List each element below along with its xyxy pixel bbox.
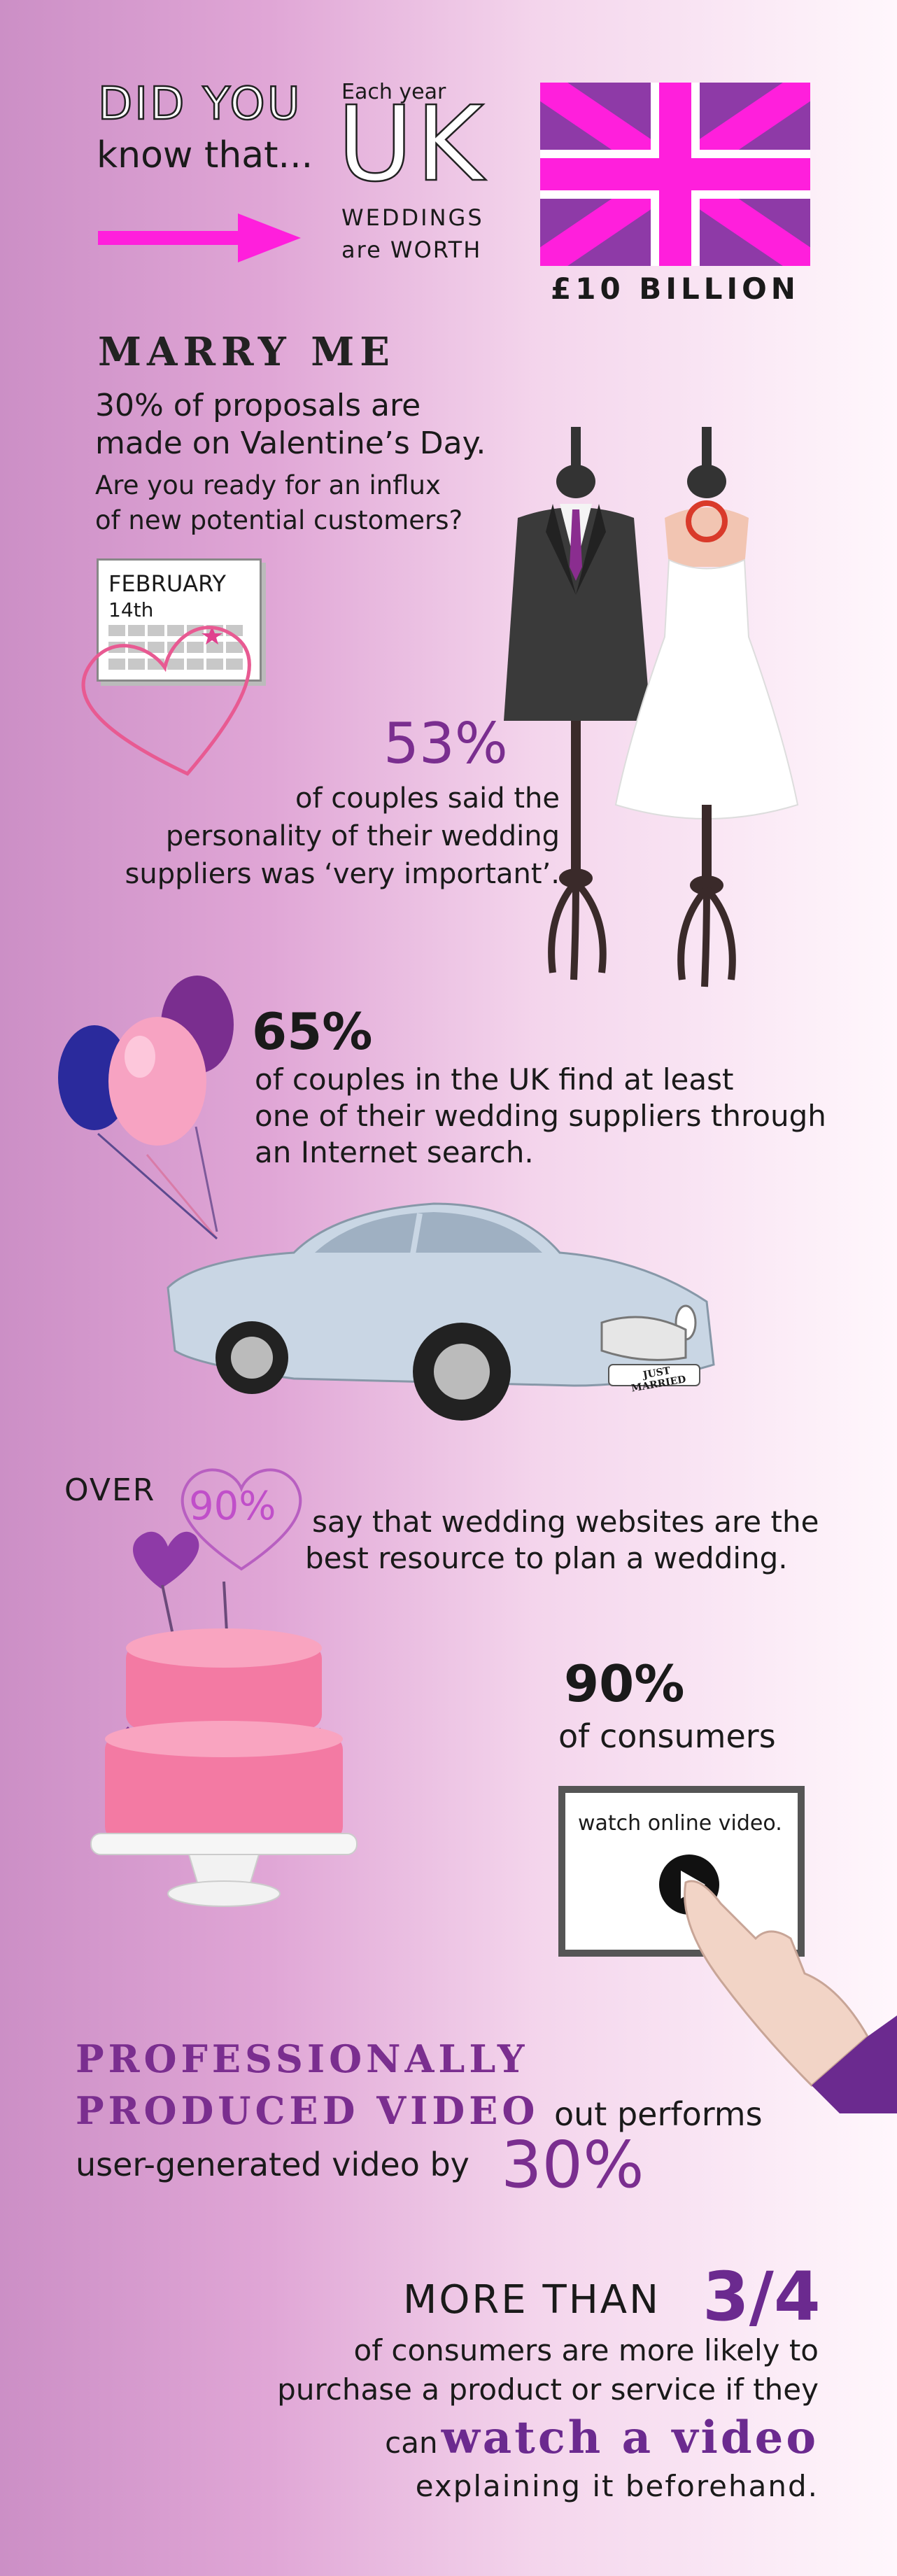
- consumers-90-line-1: of consumers: [558, 1717, 776, 1755]
- wedding-car-illustration: [167, 1202, 715, 1421]
- three-quarters-line-2: purchase a product or service if they: [277, 2372, 819, 2407]
- heart-outline-90-icon: [181, 1468, 302, 1571]
- stat-53-line-3: suppliers was ‘very important’.: [125, 858, 560, 890]
- union-jack-flag: [540, 83, 810, 266]
- influx-line-1: Are you ready for an influx: [95, 470, 441, 500]
- know-that-text: know that...: [97, 134, 313, 176]
- are-worth-text: are WORTH: [341, 237, 482, 263]
- user-generated-text: user-generated video by: [76, 2146, 469, 2183]
- consumers-90-value: 90%: [564, 1654, 685, 1713]
- wedding-cake-illustration: [90, 1531, 358, 1907]
- heart-outline-icon: [81, 626, 251, 776]
- calendar-icon: FEBRUARY 14th: [97, 558, 262, 682]
- over-text: OVER: [64, 1472, 156, 1508]
- right-arrow-icon: [98, 213, 301, 262]
- out-performs-text: out performs: [554, 2095, 763, 2133]
- three-quarters-line-3: can watch a video: [140, 2412, 819, 2464]
- three-quarters-line-1: of consumers are more likely to: [353, 2333, 819, 2367]
- professionally-heading: PROFESSIONALLY: [76, 2036, 529, 2081]
- marry-me-heading: MARRY ME: [98, 329, 395, 375]
- produced-video-heading: PRODUCED VIDEO: [76, 2088, 539, 2133]
- over-90-line-2: best resource to plan a wedding.: [305, 1541, 788, 1575]
- ten-billion-text: £10 BILLION: [551, 272, 800, 306]
- calendar-day: 14th: [108, 598, 154, 621]
- mannequins-illustration: [504, 427, 799, 987]
- each-year-text: Each year: [341, 80, 446, 104]
- proposals-line-2: made on Valentine’s Day.: [95, 425, 486, 461]
- video-30-value: 30%: [501, 2127, 644, 2202]
- pointing-hand-illustration: [684, 1880, 897, 2113]
- watch-a-video-text: watch a video: [441, 2412, 819, 2464]
- over-90-line-1: say that wedding websites are the: [312, 1505, 819, 1539]
- over-90-value: 90%: [189, 1484, 276, 1529]
- calendar-month: FEBRUARY: [108, 570, 226, 597]
- stat-65-value: 65%: [252, 1002, 373, 1061]
- stat-65-line-1: of couples in the UK find at least: [255, 1062, 734, 1097]
- video-screen: watch online video.: [558, 1786, 805, 1957]
- stat-53-line-2: personality of their wedding: [165, 820, 560, 852]
- can-text: can: [385, 2426, 438, 2460]
- stat-65-line-2: one of their wedding suppliers through: [255, 1099, 826, 1133]
- balloons-illustration: [58, 976, 234, 1240]
- screen-text: watch online video.: [578, 1811, 782, 1836]
- influx-line-2: of new potential customers?: [95, 505, 463, 535]
- uk-heading: UK: [337, 84, 487, 204]
- weddings-text: WEDDINGS: [341, 204, 484, 231]
- dress-mannequin: [614, 427, 799, 987]
- suit-mannequin: [504, 427, 651, 980]
- three-quarters-value: 3/4: [702, 2258, 821, 2336]
- stat-65-line-3: an Internet search.: [255, 1135, 534, 1169]
- proposals-line-1: 30% of proposals are: [95, 388, 421, 423]
- stat-53-value: 53%: [383, 711, 508, 776]
- more-than-text: MORE THAN: [403, 2277, 661, 2323]
- did-you-heading: DID YOU: [97, 78, 302, 132]
- three-quarters-line-4: explaining it beforehand.: [415, 2469, 819, 2503]
- stat-53-line-1: of couples said the: [295, 782, 560, 815]
